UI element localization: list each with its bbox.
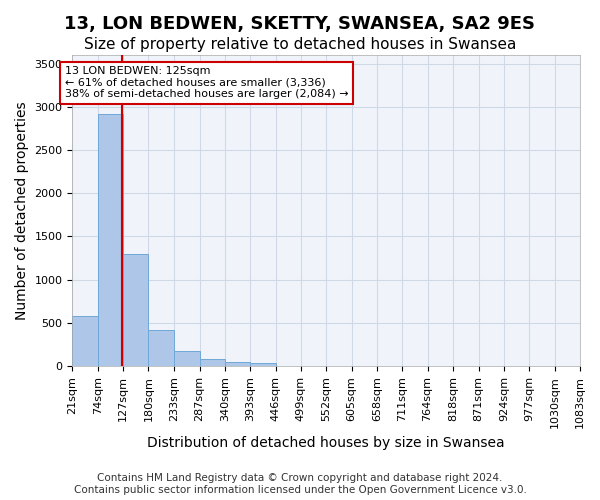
Bar — [148, 330, 174, 366]
Text: Size of property relative to detached houses in Swansea: Size of property relative to detached ho… — [84, 38, 516, 52]
Y-axis label: Number of detached properties: Number of detached properties — [15, 101, 29, 320]
Text: 13 LON BEDWEN: 125sqm
← 61% of detached houses are smaller (3,336)
38% of semi-d: 13 LON BEDWEN: 125sqm ← 61% of detached … — [65, 66, 349, 100]
Bar — [174, 352, 200, 366]
Bar — [250, 364, 275, 366]
Bar — [225, 362, 250, 366]
Text: 13, LON BEDWEN, SKETTY, SWANSEA, SA2 9ES: 13, LON BEDWEN, SKETTY, SWANSEA, SA2 9ES — [65, 15, 536, 33]
X-axis label: Distribution of detached houses by size in Swansea: Distribution of detached houses by size … — [148, 436, 505, 450]
Bar — [98, 114, 123, 366]
Bar — [200, 358, 225, 366]
Text: Contains HM Land Registry data © Crown copyright and database right 2024.
Contai: Contains HM Land Registry data © Crown c… — [74, 474, 526, 495]
Bar — [73, 316, 98, 366]
Bar — [123, 254, 148, 366]
